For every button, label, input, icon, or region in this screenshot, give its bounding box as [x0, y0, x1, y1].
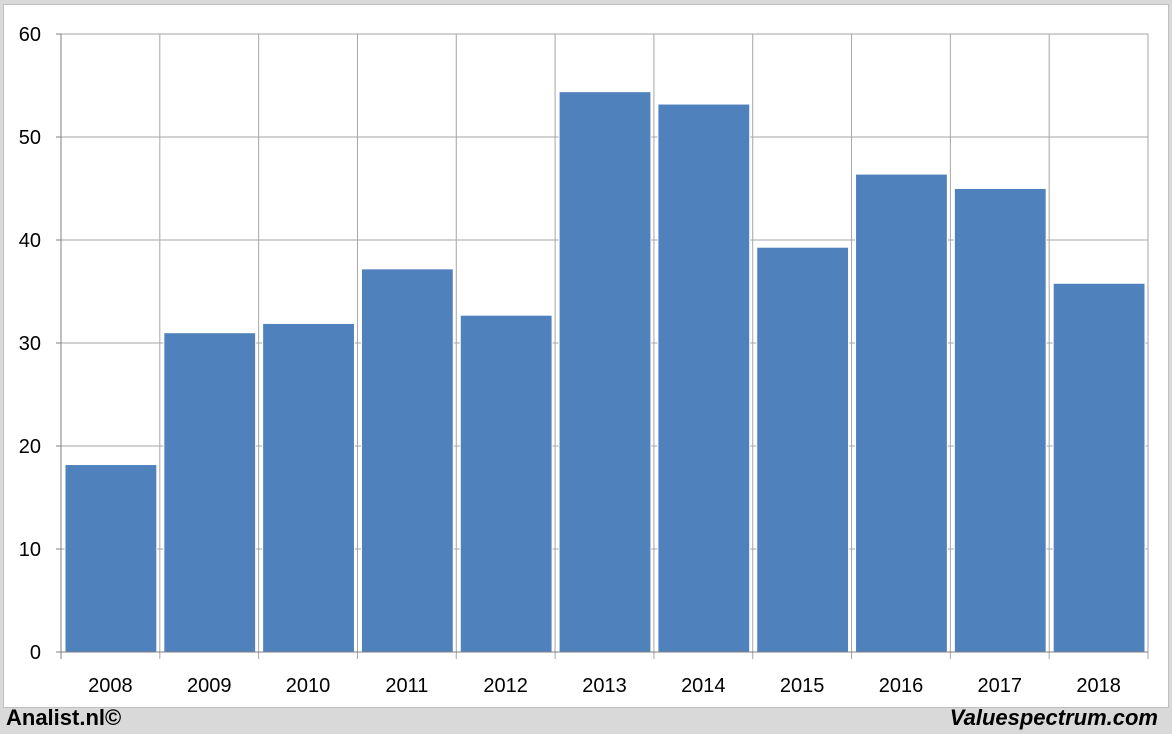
bar-2008 — [64, 464, 158, 653]
y-tick-label: 50 — [19, 127, 41, 149]
y-tick-label: 20 — [19, 436, 41, 458]
bar-2009 — [163, 332, 257, 653]
x-tick-labels: 2008 2009 2010 2011 2012 2013 2014 2015 2016 2017… — [88, 675, 1121, 697]
y-tick-label: 40 — [19, 230, 41, 252]
y-tick-labels: 0 10 20 30 40 50 60 — [19, 24, 41, 664]
bar-2017 — [953, 188, 1047, 653]
y-tick-label: 10 — [19, 539, 41, 561]
bars — [64, 91, 1146, 653]
x-tick-label: 2015 — [780, 675, 825, 697]
x-tick-label: 2011 — [385, 675, 428, 697]
y-tick-label: 30 — [19, 333, 41, 355]
bar-2011 — [360, 268, 454, 653]
x-tick-label: 2010 — [286, 675, 331, 697]
bar-2010 — [262, 322, 355, 653]
x-tick-label: 2018 — [1076, 675, 1121, 697]
x-tick-label: 2014 — [681, 675, 726, 697]
bar-2016 — [855, 173, 948, 653]
footer-right-credit: Valuespectrum.com — [949, 705, 1158, 730]
bar-2015 — [756, 246, 850, 653]
x-tick-label: 2012 — [483, 675, 528, 697]
axes — [56, 33, 1148, 653]
bar-2013 — [558, 91, 652, 653]
x-tick-label: 2009 — [187, 675, 232, 697]
x-tick-label: 2017 — [978, 675, 1023, 697]
footer-left-credit: Analist.nl© — [6, 705, 122, 730]
x-tick-label: 2016 — [879, 675, 924, 697]
y-tick-label: 60 — [19, 24, 41, 46]
bar-2012 — [459, 314, 553, 653]
x-tick-label: 2013 — [582, 675, 627, 697]
bar-2014 — [657, 103, 751, 653]
y-tick-label: 0 — [30, 642, 41, 664]
x-tick-label: 2008 — [88, 675, 133, 697]
bar-2018 — [1052, 282, 1146, 653]
